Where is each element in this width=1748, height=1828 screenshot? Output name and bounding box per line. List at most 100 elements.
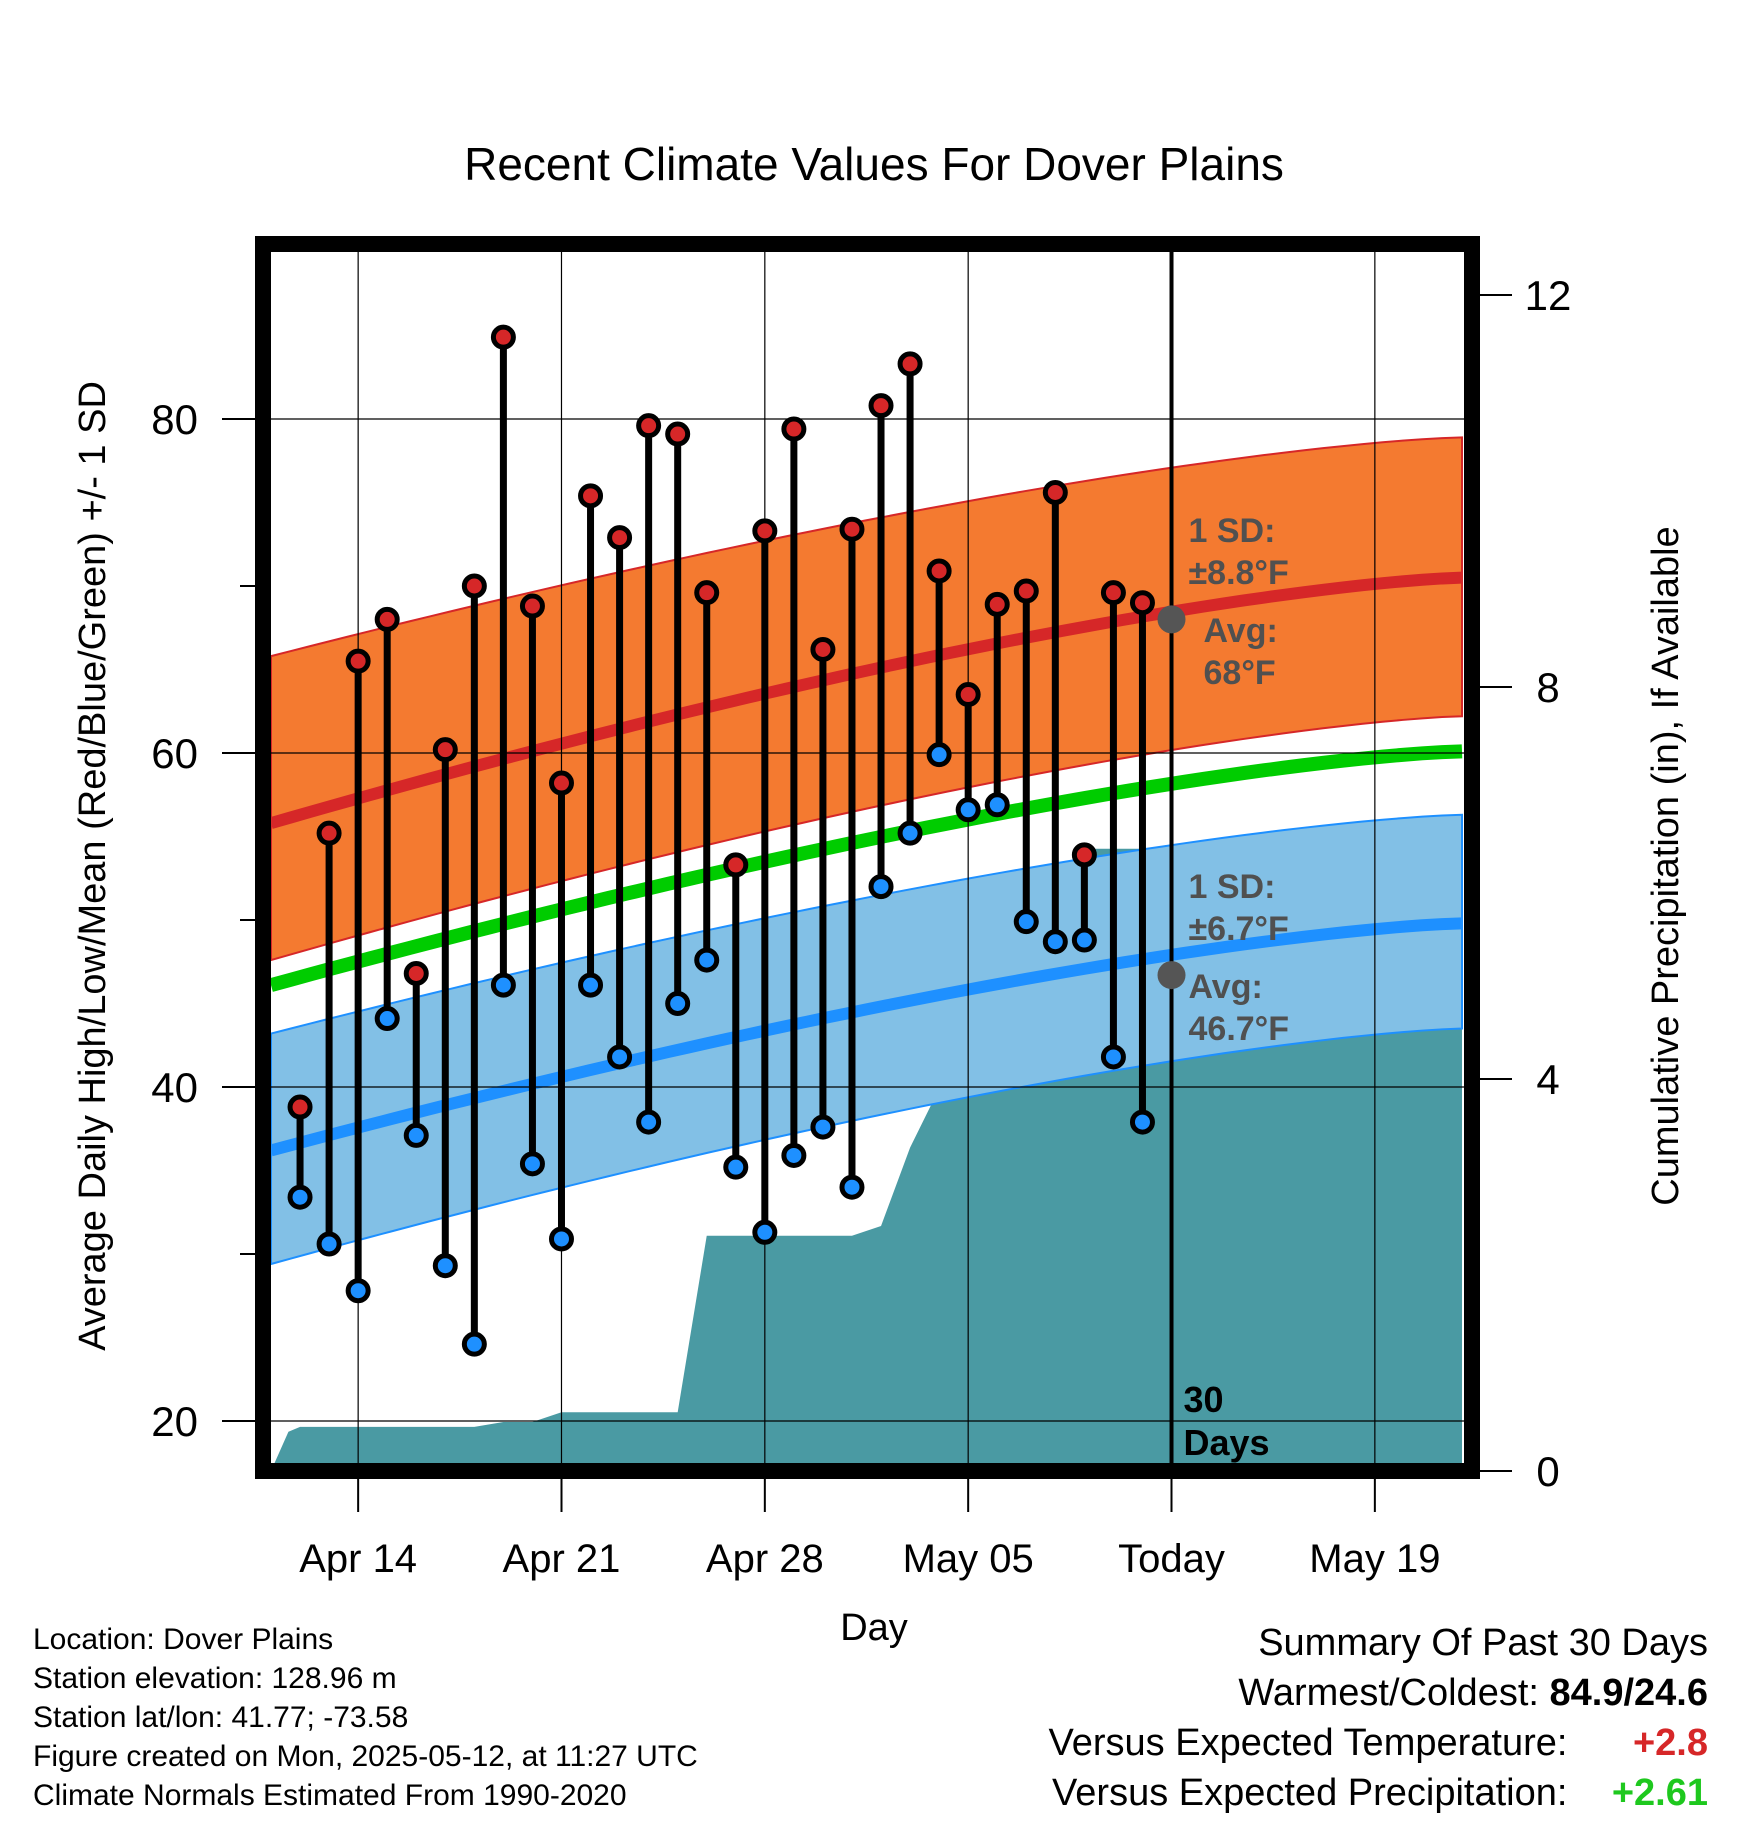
plot-area: 1 SD: ±8.8°F Avg: 68°F 1 SD: ±6.7°F Avg: 46.7°F…: [151, 236, 1572, 1581]
high-point: [810, 636, 836, 662]
temp-label: Versus Expected Temperature:: [1048, 1722, 1568, 1764]
x-tick-label: May 05: [903, 1537, 1034, 1581]
high-point: [723, 852, 749, 878]
y2-tick-label: 12: [1525, 272, 1572, 319]
low-point: [810, 1114, 836, 1140]
low-point: [519, 1151, 545, 1177]
high-normal-line: [269, 571, 1463, 829]
low-point: [665, 991, 691, 1016]
summary-title: Summary Of Past 30 Days: [1258, 1622, 1708, 1664]
warm-cold-value: 84.9/24.6: [1549, 1672, 1708, 1714]
low-point: [1100, 1044, 1126, 1070]
high-point: [955, 682, 981, 708]
avg-marker: [1157, 605, 1186, 634]
y-axis-label: Average Daily High/Low/Mean (Red/Blue/Gr…: [72, 381, 114, 1351]
avg-marker: [1157, 961, 1186, 990]
high-point: [781, 416, 807, 442]
low-point: [1013, 909, 1039, 935]
high-point: [694, 580, 720, 606]
low-point: [607, 1044, 633, 1070]
high-point: [345, 648, 371, 674]
x-axis-label: Day: [840, 1607, 908, 1649]
high-point: [926, 558, 952, 584]
x-tick-label: Apr 21: [503, 1537, 621, 1581]
high-avg-value: 68°F: [1204, 654, 1276, 692]
high-point: [984, 591, 1010, 617]
x-tick-label: Apr 28: [706, 1537, 824, 1581]
x-tick-label: May 19: [1309, 1537, 1440, 1581]
y-tick-label: 40: [151, 1064, 198, 1111]
x-tick-label: Today: [1118, 1537, 1225, 1581]
summary-panel: Summary Of Past 30 Days Warmest/Coldest:…: [1049, 1618, 1708, 1818]
y2-tick-label: 0: [1536, 1448, 1559, 1495]
temp-value: +2.8: [1632, 1722, 1708, 1764]
low-point: [461, 1331, 487, 1357]
low-point: [403, 1122, 429, 1148]
today-days-number: 30: [1184, 1379, 1224, 1420]
high-point: [578, 483, 604, 509]
normals-line: Climate Normals Estimated From 1990-2020: [33, 1779, 627, 1812]
y-tick-label: 80: [151, 396, 198, 443]
chart-title: Recent Climate Values For Dover Plains: [464, 138, 1284, 190]
high-point: [374, 606, 400, 632]
low-point: [781, 1142, 807, 1168]
low-point: [1071, 927, 1097, 953]
created-line: Figure created on Mon, 2025-05-12, at 11…: [33, 1740, 698, 1773]
low-point: [374, 1006, 400, 1032]
low-avg-label: Avg:: [1189, 968, 1263, 1006]
high-point: [897, 351, 923, 377]
y-tick-label: 60: [151, 730, 198, 777]
plot-frame: [255, 236, 1480, 1479]
low-point: [694, 947, 720, 973]
y2-axis-label: Cumulative Precipitation (in), If Availa…: [1645, 526, 1687, 1205]
high-point: [665, 421, 691, 447]
warm-cold-row: Warmest/Coldest: 84.9/24.6: [1049, 1668, 1708, 1718]
temp-row: Versus Expected Temperature: +2.8: [1049, 1718, 1708, 1768]
low-avg-value: 46.7°F: [1189, 1010, 1290, 1048]
precip-value: +2.61: [1611, 1772, 1708, 1814]
y2-tick-label: 4: [1536, 1056, 1559, 1103]
high-point: [1129, 590, 1155, 616]
high-point: [1100, 580, 1126, 606]
low-point: [868, 874, 894, 900]
high-point: [316, 820, 342, 846]
low-point: [287, 1184, 313, 1210]
high-point: [868, 393, 894, 419]
low-point: [723, 1154, 749, 1180]
low-point: [490, 972, 516, 998]
high-point: [490, 324, 516, 350]
high-point: [607, 525, 633, 551]
elevation-line: Station elevation: 128.96 m: [33, 1662, 397, 1695]
x-tick-label: Apr 14: [299, 1537, 417, 1581]
low-point: [345, 1278, 371, 1304]
high-point: [839, 516, 865, 542]
warm-cold-label: Warmest/Coldest:: [1238, 1672, 1539, 1714]
today-days-text: Days: [1184, 1422, 1270, 1463]
low-point: [955, 797, 981, 823]
high-point: [1071, 842, 1097, 868]
low-point: [1042, 929, 1068, 955]
precip-row: Versus Expected Precipitation: +2.61: [1049, 1768, 1708, 1818]
station-info: Location: Dover Plains Station elevation…: [33, 1620, 698, 1815]
y2-tick-label: 8: [1536, 664, 1559, 711]
high-avg-label: Avg:: [1204, 612, 1278, 650]
plot-clipped: [263, 244, 1472, 1471]
high-point: [548, 770, 574, 796]
high-point: [636, 413, 662, 439]
precip-label: Versus Expected Precipitation:: [1052, 1772, 1568, 1814]
mean-normal-line: [269, 744, 1463, 992]
low-point: [316, 1231, 342, 1257]
location-line: Location: Dover Plains: [33, 1623, 334, 1656]
high-point: [461, 573, 487, 599]
high-point: [403, 960, 429, 986]
low-point: [432, 1253, 458, 1279]
high-point: [432, 737, 458, 763]
high-sd-value: ±8.8°F: [1189, 554, 1289, 592]
low-sd-label: 1 SD:: [1189, 868, 1276, 906]
low-normal-line: [269, 917, 1463, 1157]
low-point: [897, 820, 923, 846]
low-point: [1129, 1109, 1155, 1135]
low-point: [926, 742, 952, 768]
high-point: [287, 1094, 313, 1120]
